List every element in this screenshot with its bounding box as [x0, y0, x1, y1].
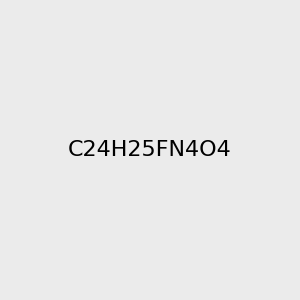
- Text: C24H25FN4O4: C24H25FN4O4: [68, 140, 232, 160]
